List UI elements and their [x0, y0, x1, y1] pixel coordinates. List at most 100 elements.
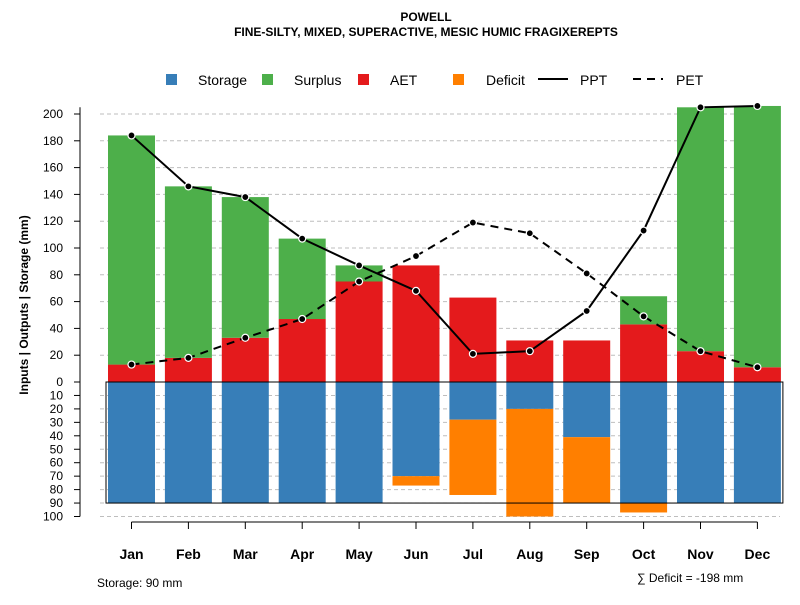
point-pet-jun [411, 251, 421, 261]
bar-aet-aug [506, 340, 554, 382]
point-ppt-jan [127, 131, 136, 140]
x-tick-label-mar: Mar [233, 546, 258, 562]
point-ppt-jul [468, 349, 477, 358]
legend-label-ppt: PPT [580, 72, 608, 88]
point-pet-oct [639, 312, 648, 321]
y-axis-label: Inputs | Outputs | Storage (mm) [17, 215, 31, 394]
point-pet-jan [127, 360, 136, 369]
y-tick-label-lower-50: 50 [50, 442, 64, 456]
bar-storage-feb [164, 382, 212, 504]
point-ppt-nov [696, 103, 705, 112]
bar-deficit-jul [449, 419, 497, 495]
bar-storage-jan [108, 382, 155, 504]
bar-deficit-sep [563, 437, 611, 504]
legend-label-aet: AET [390, 72, 418, 88]
x-tick-label-may: May [345, 546, 372, 562]
bar-surplus-nov [677, 107, 724, 352]
bar-storage-jul [449, 382, 497, 420]
bar-aet-sep [563, 340, 611, 382]
y-tick-label-lower-20: 20 [50, 402, 64, 416]
bar-aet-may [335, 281, 383, 382]
bar-deficit-aug [506, 408, 554, 517]
bar-storage-jun [392, 382, 440, 477]
y-tick-label-upper-20: 20 [50, 348, 64, 362]
point-pet-sep [582, 269, 591, 278]
bar-aet-mar [221, 337, 269, 382]
y-tick-label-upper-160: 160 [43, 161, 63, 175]
point-pet-nov [696, 347, 705, 356]
bar-storage-sep [563, 382, 611, 438]
bar-aet-jan [108, 364, 155, 382]
x-tick-label-apr: Apr [290, 546, 315, 562]
y-tick-label-upper-200: 200 [43, 107, 63, 121]
point-ppt-may [355, 261, 364, 270]
bar-surplus-feb [164, 186, 212, 358]
y-tick-label-lower-100: 100 [43, 510, 63, 524]
bar-surplus-mar [221, 197, 269, 338]
bar-aet-apr [278, 319, 326, 382]
x-tick-label-nov: Nov [687, 546, 714, 562]
y-tick-label-upper-180: 180 [43, 134, 63, 148]
y-tick-label-lower-70: 70 [50, 469, 64, 483]
x-tick-label-jan: Jan [119, 546, 143, 562]
x-tick-label-jun: Jun [404, 546, 429, 562]
point-ppt-oct [639, 226, 648, 235]
bar-storage-apr [278, 382, 326, 504]
y-tick-label-lower-60: 60 [50, 456, 64, 470]
chart-title: POWELL [400, 10, 451, 24]
y-tick-label-upper-100: 100 [43, 241, 63, 255]
bar-surplus-jan [108, 135, 155, 365]
legend-label-surplus: Surplus [294, 72, 341, 88]
legend-label-pet: PET [676, 72, 704, 88]
y-tick-label-upper-40: 40 [50, 321, 64, 335]
x-tick-label-sep: Sep [574, 546, 600, 562]
y-tick-label-lower-10: 10 [50, 388, 64, 402]
x-tick-label-aug: Aug [516, 546, 543, 562]
point-ppt-aug [525, 347, 534, 356]
y-tick-label-upper-80: 80 [50, 268, 64, 282]
bar-storage-dec [733, 382, 781, 504]
y-tick-label-upper-120: 120 [43, 214, 63, 228]
legend-label-storage: Storage [198, 72, 247, 88]
point-pet-dec [753, 363, 762, 372]
bar-storage-may [335, 382, 383, 504]
bar-aet-jul [449, 297, 497, 382]
y-tick-label-upper-140: 140 [43, 187, 63, 201]
deficit-note: ∑ Deficit = -198 mm [637, 571, 743, 585]
y-tick-label-upper-60: 60 [50, 295, 64, 309]
bar-surplus-apr [278, 238, 326, 320]
point-pet-may [355, 277, 364, 286]
legend-swatch-deficit [453, 74, 464, 85]
bar-storage-nov [677, 382, 724, 504]
point-pet-feb [184, 353, 193, 362]
x-tick-label-dec: Dec [745, 546, 771, 562]
bar-aet-oct [620, 324, 668, 382]
y-tick-label-lower-90: 90 [50, 496, 64, 510]
legend-swatch-storage [166, 74, 177, 85]
bar-aet-dec [733, 367, 781, 382]
bar-deficit-jun [392, 476, 440, 486]
line-pet [131, 221, 758, 369]
point-ppt-apr [298, 234, 307, 243]
point-ppt-mar [241, 192, 250, 202]
bar-deficit-oct [620, 503, 668, 513]
y-tick-label-lower-30: 30 [50, 415, 64, 429]
legend-swatch-aet [358, 74, 369, 85]
x-tick-label-jul: Jul [463, 546, 483, 562]
storage-note: Storage: 90 mm [97, 576, 182, 590]
legend-swatch-surplus [262, 74, 273, 85]
bar-storage-mar [221, 382, 269, 504]
point-pet-apr [298, 314, 307, 324]
bar-aet-nov [677, 351, 724, 382]
point-pet-jul [468, 218, 477, 227]
y-tick-label-lower-80: 80 [50, 483, 64, 497]
bar-storage-aug [506, 382, 554, 409]
bar-surplus-dec [733, 105, 781, 368]
bar-surplus-may [335, 265, 383, 282]
bar-storage-oct [620, 382, 668, 504]
point-ppt-dec [753, 101, 762, 111]
legend-label-deficit: Deficit [486, 72, 525, 88]
x-tick-label-oct: Oct [632, 546, 656, 562]
